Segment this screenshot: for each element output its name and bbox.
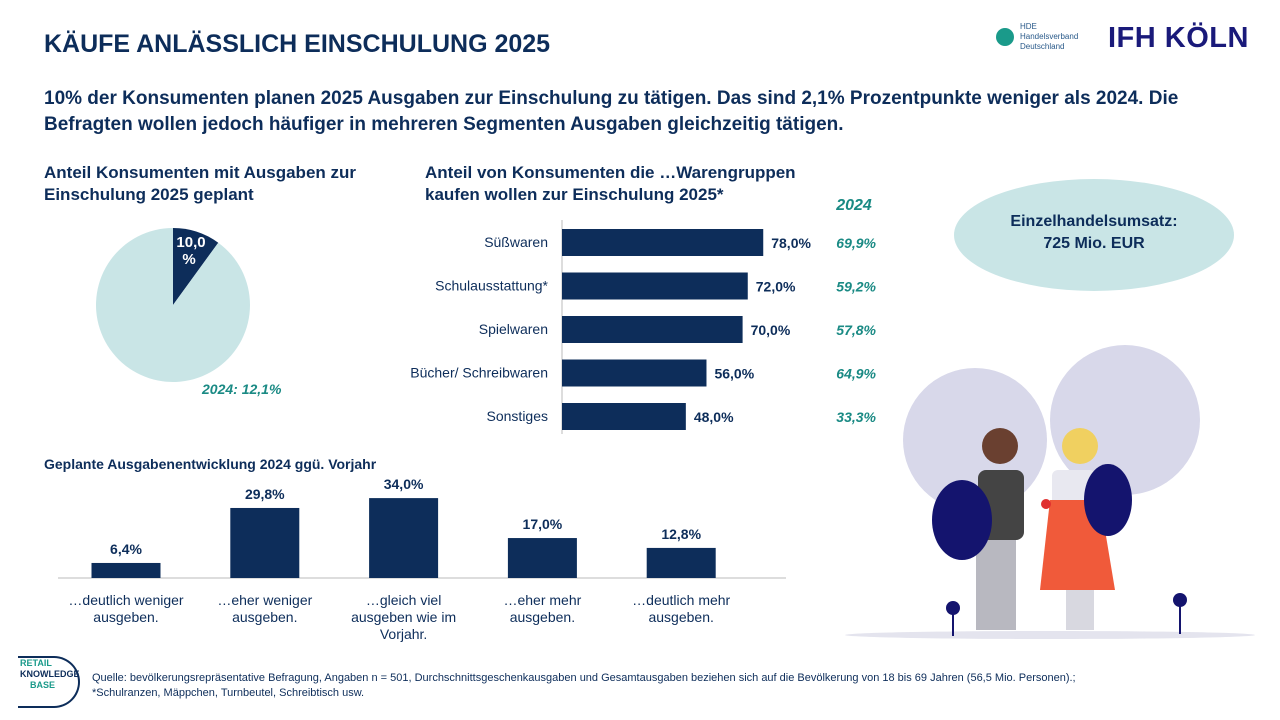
hbar-value-label: 56,0% [714,366,754,382]
vbar-bar [507,538,577,578]
hde-logo: HDE Handelsverband Deutschland [996,22,1078,52]
hbar-bar [562,229,764,256]
hbar-value-label: 48,0% [694,409,734,425]
vbar-bar [369,498,439,578]
hbar-category-label: Schulausstattung* [435,278,548,294]
vbar-category-label: …deutlich weniger ausgeben. [68,592,184,625]
revenue-ellipse [954,179,1234,291]
vbar-value-label: 12,8% [661,526,701,542]
hbar-comparison-label: 57,8% [836,322,876,338]
vbar-bar [230,507,300,578]
hbar-bar [562,359,707,387]
page-subtitle: 10% der Konsumenten planen 2025 Ausgaben… [44,88,1179,135]
hbar-bar [562,403,686,430]
hbar-comparison-label: 69,9% [836,235,876,251]
hbar-category-label: Sonstiges [487,408,548,424]
hbar-comparison-label: 33,3% [836,409,876,425]
vbar-category-label: …eher weniger ausgeben. [217,592,312,625]
page-title: KÄUFE ANLÄSSLICH EINSCHULUNG 2025 [44,30,551,58]
vbar-category-label: …gleich viel ausgeben wie im Vorjahr. [351,592,456,642]
hde-logo-mark [996,28,1014,46]
hbar-bar [562,316,743,343]
vbar-category-label: …deutlich mehr ausgeben. [632,592,730,625]
vbar-value-label: 17,0% [523,516,563,532]
revenue-value: 725 Mio. EUR [1043,235,1145,252]
pie-title: Anteil Konsumenten mit Ausgaben zur Eins… [44,163,357,204]
hbar-comparison-label: 59,2% [836,279,876,295]
revenue-label: Einzelhandelsumsatz: [1010,213,1177,230]
pie-slice [173,228,219,305]
comparison-header: 2024 [835,197,872,214]
pie-annotation: 2024: 12,1% [201,381,282,397]
vbar-bar [646,547,716,578]
source-text: Quelle: bevölkerungsrepräsentative Befra… [92,672,1076,684]
hbar-value-label: 72,0% [756,279,796,295]
vbar-bar [91,562,161,578]
hbar-bar [562,272,748,300]
pie-data-label: % [182,251,195,268]
source-note: Quelle: bevölkerungsrepräsentative Befra… [92,671,1076,701]
footnote-text: *Schulranzen, Mäppchen, Turnbeutel, Schr… [92,687,365,699]
vbar-value-label: 34,0% [384,476,424,492]
vbar-category-label: …eher mehr ausgeben. [503,592,581,625]
children-illustration [845,345,1255,639]
hbar-value-label: 70,0% [751,322,791,338]
pie-slice [96,228,250,382]
hbar-value-label: 78,0% [771,235,811,251]
pie-data-label: 10,0 [176,234,205,251]
hbar-category-label: Spielwaren [479,321,548,337]
vbar-value-label: 6,4% [110,541,142,557]
hbar-category-label: Süßwaren [484,234,548,250]
ifh-logo: IFH KÖLN [1108,22,1249,54]
vbar-value-label: 29,8% [245,486,285,502]
hbar-title: Anteil von Konsumenten die …Warengruppen… [425,163,796,204]
hbar-category-label: Bücher/ Schreibwaren [410,365,548,381]
hbar-comparison-label: 64,9% [836,366,876,382]
vbar-title: Geplante Ausgabenentwicklung 2024 ggü. V… [44,456,377,472]
rkb-logo: RETAIL KNOWLEDGE BASE [18,656,80,708]
